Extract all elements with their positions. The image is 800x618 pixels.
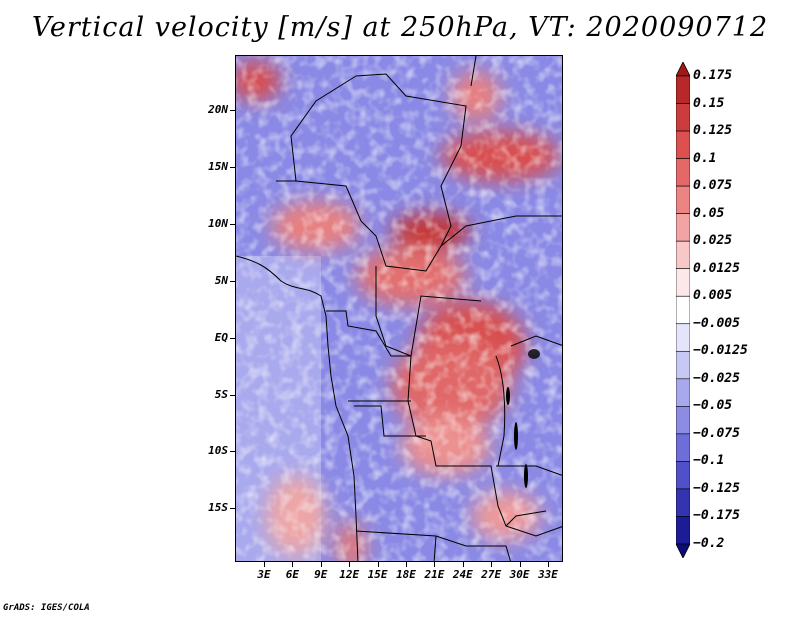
lon-label: 24E — [452, 568, 473, 581]
colorbar-tick-label: 0.1 — [693, 150, 717, 166]
map-title: Vertical velocity [m/s] at 250hPa, VT: 2… — [31, 12, 769, 43]
colorbar-segment — [676, 185, 690, 214]
lat-tick — [230, 337, 235, 339]
lon-tick — [264, 562, 265, 567]
lon-label: 18E — [396, 568, 416, 581]
colorbar-tick-label: 0.125 — [693, 123, 733, 139]
velocity-field — [236, 56, 562, 561]
lat-tick — [230, 280, 235, 282]
lat-label: 10S — [208, 444, 228, 458]
lon-label: 33E — [538, 568, 558, 581]
lon-tick — [491, 562, 493, 567]
colorbar-segment — [676, 406, 690, 435]
colorbar-segment — [676, 103, 690, 132]
lon-tick — [320, 562, 322, 567]
colorbar-segment — [676, 268, 690, 297]
colorbar — [676, 62, 690, 558]
colorbar-tick-label: −0.125 — [693, 480, 740, 496]
lat-label: 15N — [208, 159, 228, 173]
lon-label: 3E — [257, 568, 271, 581]
colorbar-tick-label: −0.1 — [693, 453, 725, 469]
colorbar-segment — [676, 350, 690, 380]
colorbar-tick-label: 0.005 — [693, 288, 733, 304]
lon-tick — [548, 562, 549, 567]
lon-label: 6E — [285, 568, 300, 581]
colorbar-tick-label: 0.0125 — [693, 260, 740, 276]
colorbar-tick-label: −0.025 — [693, 370, 740, 386]
lon-label: 15E — [367, 568, 388, 581]
colorbar-segment — [676, 516, 690, 545]
lat-label: 5S — [214, 387, 228, 401]
lon-tick — [349, 562, 351, 567]
colorbar-tick-label: 0.15 — [693, 95, 725, 111]
colorbar-tick-label: 0.175 — [693, 68, 733, 83]
colorbar-segment — [676, 461, 690, 490]
colorbar-segment — [676, 130, 690, 159]
lon-tick — [406, 562, 407, 567]
colorbar-segment — [676, 295, 690, 325]
colorbar-segment — [676, 378, 690, 407]
lat-tick — [230, 110, 235, 111]
map-plot-area — [235, 55, 563, 562]
speckle-texture — [236, 56, 562, 561]
lat-tick — [230, 394, 235, 396]
colorbar-tick-label: −0.175 — [693, 508, 740, 524]
colorbar-segment — [676, 75, 690, 104]
lon-tick — [377, 562, 379, 567]
colorbar-tick-label: −0.075 — [693, 425, 740, 441]
colorbar-segment — [676, 158, 690, 187]
lat-tick — [230, 223, 235, 225]
lat-label: EQ — [214, 330, 228, 344]
lat-label: 5N — [214, 273, 228, 287]
lat-label: 15S — [208, 501, 228, 515]
lat-label: 20N — [208, 103, 228, 116]
colorbar-segment — [676, 488, 690, 517]
lon-label: 12E — [339, 568, 360, 581]
lake-features — [506, 349, 540, 488]
lat-tick — [230, 166, 235, 168]
credit-text: GrADS: IGES/COLA — [3, 603, 90, 613]
colorbar-tick-label: −0.05 — [693, 398, 733, 414]
colorbar-segment — [676, 323, 690, 352]
lon-tick — [519, 562, 521, 567]
lon-tick — [462, 562, 464, 567]
lon-label: 9E — [314, 568, 328, 581]
lon-label: 21E — [424, 568, 445, 581]
country-borders — [236, 56, 562, 561]
colorbar-segment — [676, 433, 690, 462]
colorbar-tick-label: 0.025 — [693, 233, 733, 249]
colorbar-segment — [676, 213, 690, 242]
lat-tick — [230, 508, 235, 510]
colorbar-tick-label: 0.075 — [693, 178, 733, 194]
lon-tick — [292, 562, 294, 567]
lon-tick — [434, 562, 436, 567]
colorbar-tick-label: 0.05 — [693, 205, 725, 221]
colorbar-bottom-arrow — [676, 543, 690, 558]
colorbar-tick-label: −0.005 — [693, 315, 740, 331]
colorbar-segment — [676, 240, 690, 270]
lat-tick — [230, 451, 235, 453]
colorbar-tick-label: −0.0125 — [693, 343, 748, 359]
colorbar-tick-label: −0.2 — [693, 536, 725, 551]
colorbar-top-arrow — [676, 62, 690, 77]
lon-label: 27E — [481, 568, 502, 581]
lat-label: 10N — [208, 216, 228, 230]
lon-label: 30E — [509, 568, 530, 581]
